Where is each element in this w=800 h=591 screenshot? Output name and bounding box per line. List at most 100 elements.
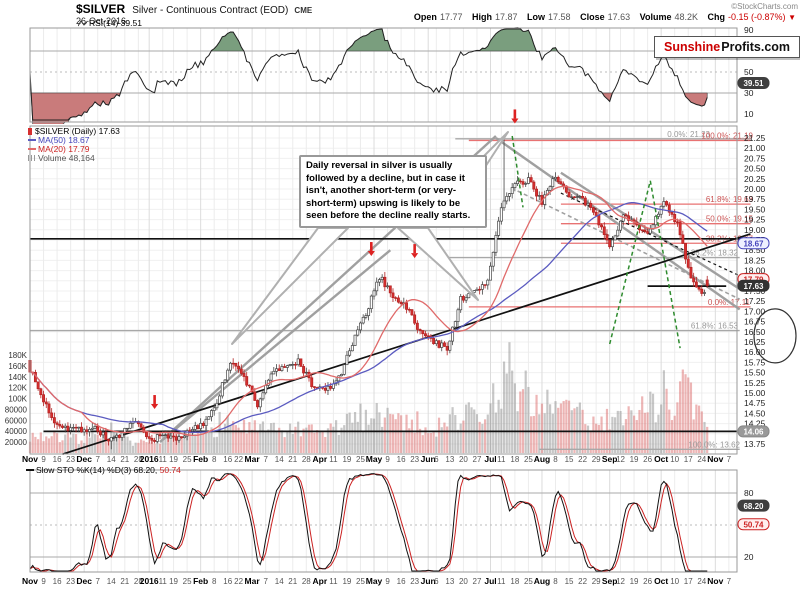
svg-text:17: 17 xyxy=(684,455,693,464)
svg-text:23: 23 xyxy=(66,455,75,464)
volume-value: 48.2K xyxy=(674,12,699,22)
rsi-value-badge: 39.51 xyxy=(737,77,770,90)
svg-text:Oct: Oct xyxy=(654,576,668,586)
low-label: Low xyxy=(527,12,546,22)
svg-text:25: 25 xyxy=(524,577,533,586)
ellipse-annotation xyxy=(753,308,797,364)
svg-text:12: 12 xyxy=(616,577,625,586)
legend-ma20-text: MA(20) 17.79 xyxy=(38,144,90,154)
price-axis-tick: 20.50 xyxy=(744,164,766,174)
svg-text:50.74: 50.74 xyxy=(743,520,764,529)
sto-legend-prefix: Slow STO %K(14) %D(3) xyxy=(36,465,134,475)
svg-text:7: 7 xyxy=(727,455,732,464)
svg-text:29: 29 xyxy=(592,577,601,586)
svg-text:Aug: Aug xyxy=(534,576,551,586)
svg-text:9: 9 xyxy=(41,577,46,586)
svg-text:28: 28 xyxy=(302,455,311,464)
legend-ma50-row: MA(50) 18.67 xyxy=(28,136,120,144)
chg-down-arrow-icon: ▼ xyxy=(788,13,796,22)
svg-text:Apr: Apr xyxy=(313,576,328,586)
svg-text:2016: 2016 xyxy=(140,576,159,586)
svg-text:16: 16 xyxy=(223,577,232,586)
svg-text:23: 23 xyxy=(410,455,419,464)
sto-percent-k-line xyxy=(29,473,708,572)
svg-text:Aug: Aug xyxy=(534,454,551,464)
svg-text:39.51: 39.51 xyxy=(743,79,764,88)
fib-label: 0.0%: 21.23 xyxy=(667,130,710,139)
sto-axis-tick: 20 xyxy=(744,552,754,562)
svg-text:25: 25 xyxy=(183,577,192,586)
svg-text:7: 7 xyxy=(95,577,100,586)
svg-text:18: 18 xyxy=(510,455,519,464)
svg-text:25: 25 xyxy=(356,455,365,464)
price-axis-tick: 18.00 xyxy=(744,266,766,276)
price-axis-tick: 15.50 xyxy=(744,368,766,378)
svg-text:22: 22 xyxy=(234,455,243,464)
svg-text:22: 22 xyxy=(234,577,243,586)
sunshineprofits-logo: SunshineProfits.com xyxy=(654,36,800,58)
volume-bars-icon xyxy=(28,155,36,161)
svg-text:Mar: Mar xyxy=(245,576,261,586)
price-axis-tick: 17.00 xyxy=(744,306,766,316)
red-down-arrow-icon xyxy=(151,395,159,410)
close-label: Close xyxy=(580,12,605,22)
volume-axis-tick: 20000 xyxy=(5,438,28,447)
svg-text:22: 22 xyxy=(578,455,587,464)
price-axis-tick: 20.00 xyxy=(744,184,766,194)
svg-text:Apr: Apr xyxy=(313,454,328,464)
gray-trendline xyxy=(495,137,741,311)
svg-text:9: 9 xyxy=(385,577,390,586)
svg-text:8: 8 xyxy=(553,577,558,586)
rsi-legend: RSI(14) 39.51 xyxy=(78,19,142,27)
fib-label: 50.0%: 19.15 xyxy=(706,215,754,224)
svg-text:13: 13 xyxy=(445,455,454,464)
panel-border xyxy=(29,469,738,573)
svg-text:7: 7 xyxy=(263,577,268,586)
last-price-badge: 17.63 xyxy=(737,279,770,292)
svg-text:Dec: Dec xyxy=(76,576,92,586)
svg-text:29: 29 xyxy=(592,455,601,464)
svg-text:21: 21 xyxy=(288,455,297,464)
price-axis-tick: 20.75 xyxy=(744,153,766,163)
svg-text:7: 7 xyxy=(95,455,100,464)
svg-text:Jun: Jun xyxy=(421,454,436,464)
volume-axis-tick: 100K xyxy=(8,395,27,404)
sto-line-icon xyxy=(26,469,34,471)
svg-text:May: May xyxy=(366,454,383,464)
legend-ma20-row: MA(20) 17.79 xyxy=(28,145,120,153)
sto-legend-d-value: 50.74 xyxy=(159,465,181,475)
callout-pointer xyxy=(397,227,479,301)
svg-text:68.20: 68.20 xyxy=(743,502,764,511)
price-axis-tick: 20.25 xyxy=(744,174,766,184)
svg-text:Nov: Nov xyxy=(22,454,38,464)
rsi-axis-tick: 50 xyxy=(744,67,754,77)
rsi-line xyxy=(29,28,708,121)
svg-text:19: 19 xyxy=(169,455,178,464)
svg-text:20: 20 xyxy=(459,455,468,464)
svg-text:Oct: Oct xyxy=(654,454,668,464)
svg-text:7: 7 xyxy=(263,455,268,464)
price-legend: $SILVER (Daily) 17.63 MA(50) 18.67 MA(20… xyxy=(28,127,120,163)
svg-text:Feb: Feb xyxy=(193,576,208,586)
svg-text:27: 27 xyxy=(473,577,482,586)
candlesticks xyxy=(28,139,709,450)
svg-text:19: 19 xyxy=(342,577,351,586)
fib-label: 100.0%: 13.62 xyxy=(688,440,740,449)
svg-text:14: 14 xyxy=(275,455,284,464)
svg-text:28: 28 xyxy=(134,455,143,464)
price-axis-tick: 15.25 xyxy=(744,378,766,388)
svg-text:19: 19 xyxy=(630,577,639,586)
svg-text:25: 25 xyxy=(356,577,365,586)
svg-text:11: 11 xyxy=(329,577,338,586)
ohlc-quote-line: Open 17.77 High 17.87 Low 17.58 Close 17.63 … xyxy=(414,12,796,22)
price-axis-tick: 17.25 xyxy=(744,296,766,306)
volume-axis-tick: 60000 xyxy=(5,416,28,425)
svg-text:8: 8 xyxy=(212,455,217,464)
price-axis-tick: 21.25 xyxy=(744,133,766,143)
legend-ma50-text: MA(50) 18.67 xyxy=(38,135,90,145)
fib-label: 61.8%: 19.63 xyxy=(706,195,754,204)
svg-text:2016: 2016 xyxy=(140,454,159,464)
legend-price-row: $SILVER (Daily) 17.63 xyxy=(28,127,120,135)
